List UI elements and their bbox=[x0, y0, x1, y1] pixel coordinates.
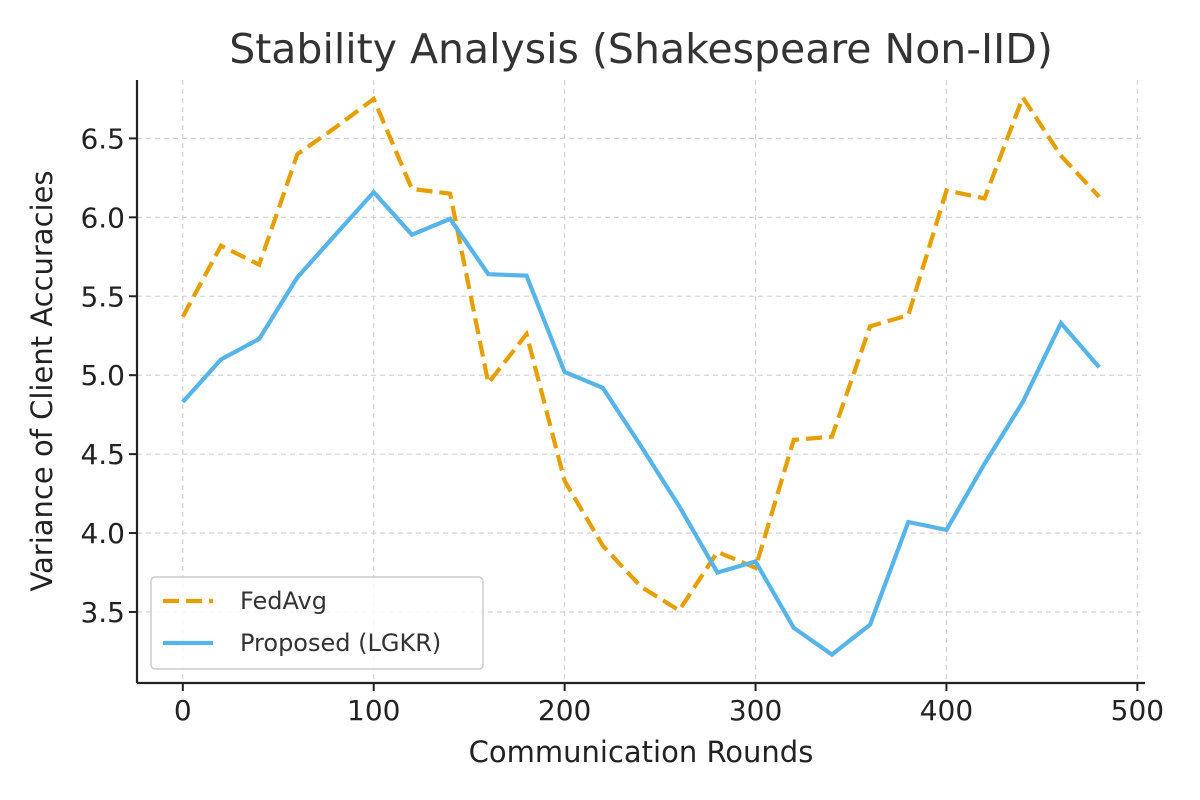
y-tick-label: 5.5 bbox=[80, 280, 125, 313]
y-tick-label: 6.5 bbox=[80, 122, 125, 155]
y-tick-label: 4.0 bbox=[80, 517, 125, 550]
legend-box bbox=[150, 576, 484, 670]
plot-area bbox=[180, 92, 1101, 658]
x-tick-label: 0 bbox=[174, 694, 192, 727]
x-tick-label: 100 bbox=[347, 694, 400, 727]
y-tick-label: 5.0 bbox=[80, 359, 125, 392]
x-tick-label: 300 bbox=[729, 694, 782, 727]
legend: FedAvg Proposed (LGKR) bbox=[150, 576, 484, 670]
x-axis-label: Communication Rounds bbox=[469, 735, 814, 769]
x-tick-label: 500 bbox=[1111, 694, 1164, 727]
y-tick-label: 3.5 bbox=[80, 596, 125, 629]
x-tick-label: 400 bbox=[920, 694, 973, 727]
legend-label-1: Proposed (LGKR) bbox=[240, 629, 441, 657]
chart-title: Stability Analysis (Shakespeare Non-IID) bbox=[229, 25, 1053, 73]
x-tick-label: 200 bbox=[538, 694, 591, 727]
axes: 0 100 200 300 400 500 3.5 4.0 4.5 5.0 5.5 6.0 6.5 bbox=[80, 80, 1164, 727]
y-axis-label: Variance of Client Accuracies bbox=[25, 170, 59, 591]
series-line-1 bbox=[181, 188, 1101, 658]
legend-label-0: FedAvg bbox=[240, 587, 327, 615]
y-tick-label: 6.0 bbox=[80, 201, 125, 234]
y-tick-label: 4.5 bbox=[80, 438, 125, 471]
series-line-0 bbox=[180, 92, 1101, 614]
grid bbox=[137, 80, 1145, 683]
